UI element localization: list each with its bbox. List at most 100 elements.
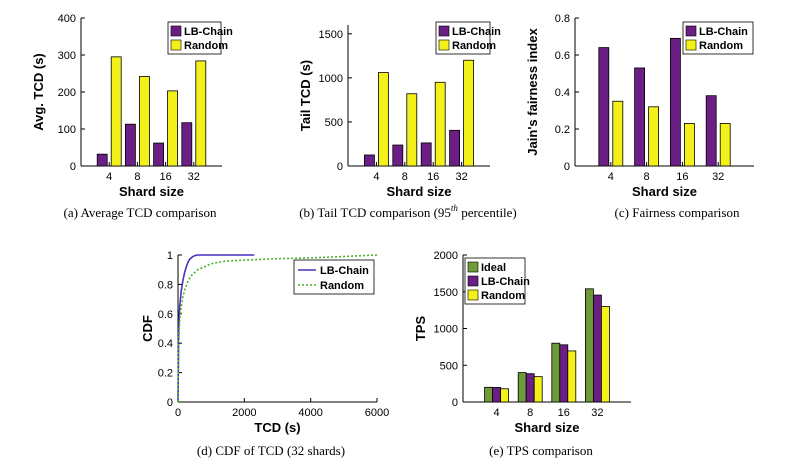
- bar-random-16: [434, 81, 446, 167]
- legend-swatch-lbchain: [438, 25, 450, 37]
- bar-random-32: [195, 60, 207, 167]
- x-tick-label: 32: [712, 171, 724, 183]
- bar-lbchain-32: [181, 122, 193, 167]
- legend-label-lbchain: LB-Chain: [184, 26, 233, 38]
- x-tick-label: 4: [106, 171, 112, 183]
- legend-swatch-random: [438, 39, 450, 51]
- y-axis-label: Avg. TCD (s): [31, 53, 46, 131]
- bar-lbchain-32: [593, 294, 602, 403]
- x-tick-label: 4: [608, 171, 614, 183]
- y-tick-label: 0.4: [158, 338, 173, 350]
- x-tick-label: 32: [188, 171, 200, 183]
- y-axis-label: TPS: [413, 316, 428, 342]
- legend-label-ideal: Ideal: [481, 262, 506, 274]
- bar-lbchain-8: [525, 373, 535, 403]
- x-tick-label: 32: [591, 407, 603, 419]
- bar-random-8: [138, 76, 150, 167]
- legend-box: [293, 259, 375, 295]
- bar-lbchain-16: [559, 344, 569, 403]
- bar-ideal-16: [551, 342, 561, 403]
- bar-lbchain-16: [670, 37, 681, 167]
- bar-lbchain-8: [634, 67, 645, 167]
- legend-swatch-ideal: [467, 261, 479, 273]
- y-tick-label: 500: [440, 360, 458, 372]
- bar-lbchain-4: [96, 153, 108, 167]
- bar-random-16: [567, 350, 577, 403]
- y-tick-label: 1: [167, 250, 173, 262]
- bar-random-16: [684, 123, 695, 167]
- legend-label-lbchain: LB-Chain: [481, 276, 530, 288]
- bar-random-4: [500, 388, 510, 403]
- y-axis-label: CDF: [140, 315, 155, 342]
- x-axis-label: TCD (s): [254, 420, 300, 435]
- bar-lbchain-4: [598, 47, 610, 167]
- x-tick-label: 16: [676, 171, 688, 183]
- y-tick-label: 0.4: [555, 87, 570, 99]
- y-tick-label: 1000: [434, 324, 458, 336]
- x-tick-label: 8: [644, 171, 650, 183]
- x-tick-label: 6000: [365, 407, 389, 419]
- y-tick-label: 100: [58, 124, 76, 136]
- x-tick-label: 4000: [298, 407, 322, 419]
- x-tick-label: 4: [494, 407, 500, 419]
- bar-random-8: [406, 93, 418, 167]
- x-tick-label: 16: [427, 171, 439, 183]
- chart-tps: 0 500 1000 1500 2000 4 8 16 32 Shard size TPS Ideal…: [413, 250, 631, 435]
- y-tick-label: 0: [337, 161, 343, 173]
- bar-random-32: [463, 59, 475, 167]
- bar-random-4: [377, 72, 389, 167]
- chart-cdf-tcd: 0 0.2 0.4 0.6 0.8 1 0 2000 4000 6000 TCD (s) CDF LB-…: [140, 250, 389, 435]
- y-tick-label: 0.6: [555, 50, 570, 62]
- legend-label-lbchain: LB-Chain: [452, 26, 501, 38]
- line-random: [177, 254, 378, 403]
- y-axis-label: Jain's fairness index: [525, 28, 540, 156]
- x-tick-label: 32: [455, 171, 467, 183]
- y-tick-label: 0.6: [158, 309, 173, 321]
- legend-swatch-random: [467, 289, 479, 301]
- y-tick-label: 0: [70, 161, 76, 173]
- y-tick-label: 0.2: [158, 368, 173, 380]
- y-tick-label: 300: [58, 50, 76, 62]
- bar-random-4: [110, 56, 122, 167]
- x-tick-label: 0: [175, 407, 181, 419]
- x-tick-label: 2000: [232, 407, 256, 419]
- y-tick-label: 0.8: [158, 279, 173, 291]
- x-tick-label: 16: [159, 171, 171, 183]
- bar-lbchain-8: [392, 144, 404, 167]
- chart-fairness: 0 0.2 0.4 0.6 0.8 4 8 16 32 Shard size Jain's fair…: [525, 13, 754, 199]
- caption-a: (a) Average TCD comparison: [64, 205, 217, 220]
- bar-lbchain-8: [125, 123, 136, 167]
- x-axis-label: Shard size: [514, 420, 579, 435]
- caption-d: (d) CDF of TCD (32 shards): [197, 443, 345, 458]
- y-tick-label: 2000: [434, 250, 458, 262]
- bar-ideal-4: [484, 386, 494, 403]
- y-tick-label: 400: [58, 13, 76, 25]
- x-axis-label: Shard size: [119, 184, 184, 199]
- legend-swatch-random: [685, 39, 697, 51]
- x-tick-label: 8: [527, 407, 533, 419]
- y-tick-label: 0: [167, 397, 173, 409]
- y-tick-label: 1000: [319, 73, 343, 85]
- bar-random-16: [167, 90, 179, 167]
- chart-average-tcd: 0 100 200 300 400 4 8 16 32 Shard size Avg. TCD (s…: [31, 13, 233, 199]
- bar-lbchain-16: [420, 142, 432, 167]
- bar-lbchain-4: [363, 154, 375, 167]
- legend-swatch-lbchain: [467, 275, 479, 287]
- bar-ideal-32: [585, 288, 594, 403]
- bar-lbchain-32: [705, 95, 717, 167]
- legend-swatch-lbchain: [170, 25, 182, 37]
- y-tick-label: 1500: [434, 287, 458, 299]
- y-tick-label: 0: [452, 397, 458, 409]
- legend-label-lbchain: LB-Chain: [699, 26, 748, 38]
- caption-c: (c) Fairness comparison: [615, 205, 740, 220]
- y-tick-label: 0.2: [555, 124, 570, 136]
- bar-lbchain-16: [153, 142, 165, 167]
- bar-random-32: [601, 306, 610, 403]
- x-tick-label: 8: [134, 171, 140, 183]
- x-tick-label: 16: [558, 407, 570, 419]
- bar-lbchain-4: [492, 387, 502, 403]
- legend-label-random: Random: [481, 290, 525, 302]
- x-tick-label: 8: [402, 171, 408, 183]
- caption-e: (e) TPS comparison: [489, 443, 593, 458]
- caption-b: (b) Tail TCD comparison (95th percentile…: [299, 203, 517, 220]
